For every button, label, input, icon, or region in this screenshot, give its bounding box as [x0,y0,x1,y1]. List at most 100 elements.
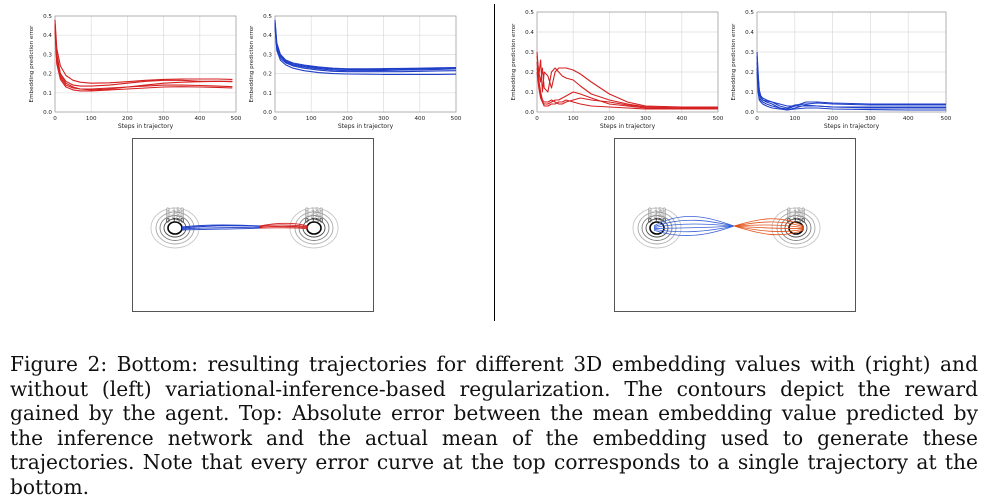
trajectory-red [733,224,805,229]
contour-label: 0.750 [787,216,806,224]
series-line-1 [274,19,457,70]
x-tick-label: 500 [941,116,952,122]
series-line-5 [54,23,233,87]
contour-label: 0.600 [648,214,667,222]
contour-label: 0.750 [648,216,667,224]
trajectory-blue [653,225,735,233]
series-line-4 [756,71,946,111]
series-line-2 [274,23,457,72]
x-tick-label: 200 [827,116,838,122]
x-tick-label: 0 [755,116,759,122]
contour-label: 0.150 [648,206,667,214]
x-tick-label: 200 [604,116,615,122]
x-tick-label: 500 [231,116,242,122]
x-tick-label: 300 [865,116,876,122]
trajectory-blue [653,225,735,229]
trajectory-blue [653,216,735,227]
y-tick-label: 0.2 [263,72,272,78]
series-line-5 [756,55,946,108]
trajectory-plot-right: 0.1500.3000.4500.6000.7500.1500.3000.450… [614,138,856,312]
x-tick-label: 400 [903,116,914,122]
y-tick-label: 0.3 [263,52,272,58]
y-tick-label: 0.4 [525,30,534,36]
x-tick-label: 100 [306,116,317,122]
trajectory-blue [653,223,735,228]
trajectory-red [259,224,309,228]
trajectory-red [259,222,309,227]
contour-label: 0.150 [305,206,324,214]
series-line-5 [536,67,718,109]
series-line-1 [54,19,233,84]
x-tick-label: 200 [122,116,133,122]
trajectory-blue [653,225,735,236]
y-tick-label: 0.3 [745,50,754,56]
x-tick-label: 0 [53,116,57,122]
contour-label: 0.300 [166,209,185,217]
series-line-4 [274,25,457,75]
x-axis-label: Steps in trajectory [338,123,394,130]
contour-label: 0.300 [648,209,667,217]
y-tick-label: 0.0 [43,110,52,116]
x-tick-label: 300 [378,116,389,122]
contour-label: 0.600 [166,214,185,222]
figure-divider [494,4,495,321]
y-tick-label: 0.1 [745,90,754,96]
series-line-5 [274,21,457,71]
contour-label: 0.450 [166,211,185,219]
x-tick-label: 100 [568,116,579,122]
y-tick-label: 0.2 [525,70,534,76]
y-tick-label: 0.3 [525,50,534,56]
x-tick-label: 100 [86,116,97,122]
contour-label: 0.300 [787,209,806,217]
series-line-2 [756,61,946,109]
reward-contour [788,221,804,235]
series-line-3 [274,27,457,73]
y-tick-label: 0.5 [263,14,272,20]
x-tick-label: 500 [451,116,462,122]
error-chart-right-blue: 0 100 200 300 400 500 0.0 0.1 0.2 0.3 0.4 0.5 Steps … [731,10,952,130]
x-tick-label: 0 [535,116,539,122]
y-tick-label: 0.4 [745,30,754,36]
reward-contour [159,215,191,241]
plot-frame [274,15,457,113]
contour-label: 0.750 [166,216,185,224]
y-tick-label: 0.4 [263,33,272,39]
trajectory-red [259,225,309,229]
x-axis-label: Steps in trajectory [118,123,174,130]
y-tick-label: 0.5 [745,10,754,16]
trajectory-blue [181,226,263,230]
y-axis-label: Embedding prediction error [29,25,35,103]
y-tick-label: 0.0 [263,110,272,116]
series-line-4 [536,71,718,110]
trajectory-red [259,227,309,230]
y-tick-label: 0.1 [43,91,52,97]
x-axis-label: Steps in trajectory [600,123,656,130]
reward-contour [784,218,808,238]
y-axis-label: Embedding prediction error [249,25,255,103]
contour-label: 0.600 [305,214,324,222]
series-line-2 [536,55,718,109]
contour-label: 0.150 [787,206,806,214]
x-tick-label: 100 [789,116,800,122]
error-chart-left-blue: 0 100 200 300 400 500 0.0 0.1 0.2 0.3 0.4 0.5 Steps … [249,14,462,130]
series-line-4 [54,31,233,92]
contour-label: 0.600 [787,214,806,222]
y-tick-label: 0.1 [263,91,272,97]
x-tick-label: 0 [273,116,277,122]
x-tick-label: 400 [194,116,205,122]
trajectory-blue [653,219,735,228]
trajectory-red [733,225,805,229]
trajectory-red [733,221,805,228]
series-line-1 [536,51,718,108]
trajectory-frame [132,138,374,312]
x-tick-label: 500 [713,116,724,122]
y-tick-label: 0.0 [745,110,754,116]
x-tick-label: 400 [676,116,687,122]
trajectory-plot-left: 0.1500.3000.4500.6000.7500.1500.3000.450… [132,138,374,312]
trajectory-blue [181,227,263,231]
error-chart-right-red: 0 100 200 300 400 500 0.0 0.1 0.2 0.3 0.4 0.5 Steps … [511,10,724,130]
plot-frame [54,15,237,113]
y-tick-label: 0.2 [745,70,754,76]
y-tick-label: 0.5 [43,14,52,20]
x-axis-label: Steps in trajectory [824,123,880,130]
